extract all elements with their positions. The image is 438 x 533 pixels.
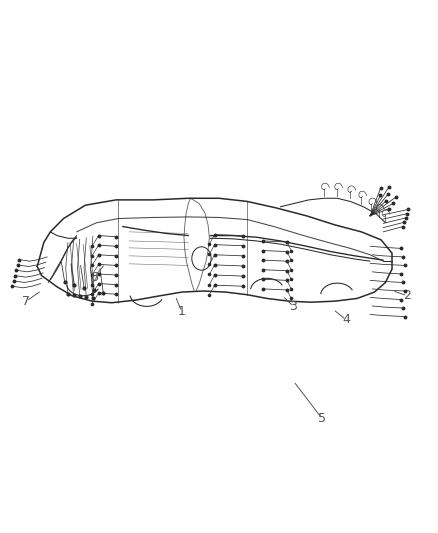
Text: 3: 3 [290,300,297,313]
Text: 1: 1 [178,305,186,318]
Text: 5: 5 [318,412,326,425]
Text: 6: 6 [90,271,98,284]
Text: 2: 2 [403,289,411,302]
Text: 4: 4 [342,313,350,326]
Text: 7: 7 [22,295,30,308]
